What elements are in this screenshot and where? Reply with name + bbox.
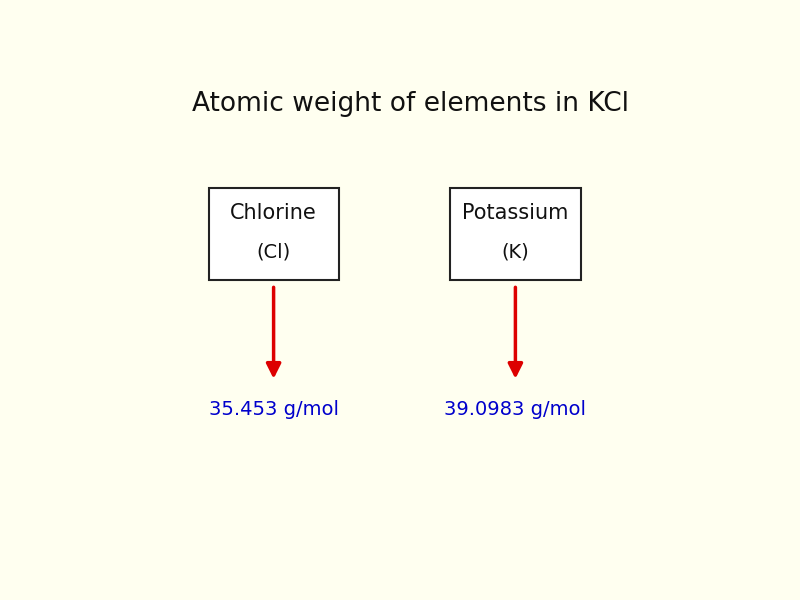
Text: 35.453 g/mol: 35.453 g/mol	[209, 400, 338, 419]
Text: Potassium: Potassium	[462, 203, 569, 223]
Text: 39.0983 g/mol: 39.0983 g/mol	[445, 400, 586, 419]
Bar	[450, 187, 581, 280]
Bar	[209, 187, 338, 280]
Text: (Cl): (Cl)	[257, 242, 290, 262]
Text: (K): (K)	[502, 242, 530, 262]
Text: Chlorine: Chlorine	[230, 203, 317, 223]
Text: Atomic weight of elements in KCl: Atomic weight of elements in KCl	[191, 91, 629, 118]
